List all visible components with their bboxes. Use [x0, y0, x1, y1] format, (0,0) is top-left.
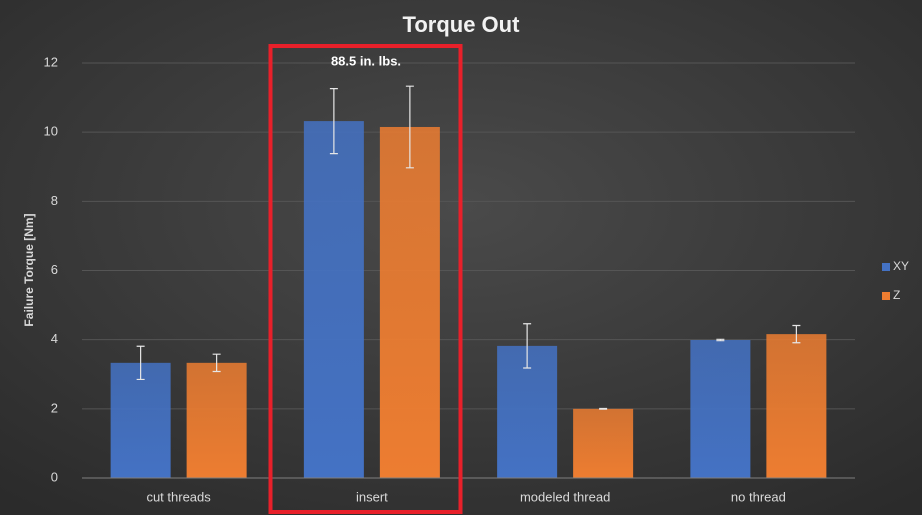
error-bar	[716, 338, 725, 342]
y-tick-label: 4	[51, 331, 58, 346]
bar	[303, 121, 364, 478]
x-tick-label: insert	[356, 489, 388, 504]
bar	[690, 340, 751, 478]
error-bar	[136, 345, 145, 381]
y-tick-label: 2	[51, 400, 58, 415]
error-bar	[405, 85, 414, 169]
error-bar	[792, 324, 801, 344]
error-bar	[329, 87, 338, 155]
x-tick-label: no thread	[731, 489, 786, 504]
bar	[110, 362, 171, 478]
highlight-box	[268, 44, 463, 514]
y-axis-label: Failure Torque [Nm]	[22, 213, 36, 326]
error-bar	[523, 323, 532, 369]
bar	[379, 126, 440, 479]
bar	[186, 362, 247, 478]
plot-area: 0 2 4 6 8 10 12 cut threads insert modeled thread…	[44, 54, 855, 504]
legend-swatch	[882, 292, 890, 300]
legend-label: Z	[893, 288, 900, 302]
y-tick-label: 6	[51, 262, 58, 277]
x-tick-label: cut threads	[146, 489, 211, 504]
legend-swatch	[882, 263, 890, 271]
y-tick-label: 8	[51, 193, 58, 208]
y-tick-label: 10	[44, 124, 58, 139]
chart-title: Torque Out	[403, 12, 521, 37]
bar	[573, 408, 634, 478]
bar	[766, 334, 827, 478]
y-tick-label: 0	[51, 469, 58, 484]
error-bar	[599, 407, 608, 410]
y-tick-label: 12	[44, 54, 58, 69]
error-bar	[212, 353, 221, 373]
x-tick-label: modeled thread	[520, 489, 610, 504]
legend-label: XY	[893, 259, 909, 273]
annotation: 88.5 in. lbs.	[331, 53, 401, 68]
